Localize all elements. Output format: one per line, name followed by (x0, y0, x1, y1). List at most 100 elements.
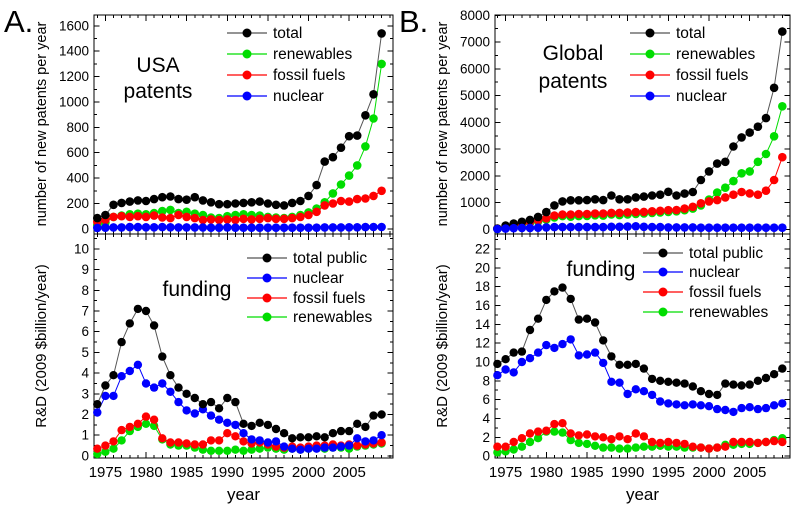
data-point (166, 223, 175, 232)
data-point (566, 435, 575, 445)
data-point (133, 419, 143, 428)
data-point (344, 131, 354, 141)
annotation-line: patents (539, 70, 608, 93)
x-tick-label: 1985 (570, 464, 603, 481)
data-point (525, 215, 535, 225)
panel-global-patents: 0 1000 2000 3000 4000 5000 6000 7000 8000 number … (435, 8, 791, 237)
data-point (344, 223, 354, 232)
y-tick-labels: 0 200 400 600 800 1000 1200 1400 1600 (59, 18, 89, 236)
data-point (631, 385, 640, 394)
data-point (664, 223, 673, 232)
data-point (566, 335, 575, 344)
data-point (550, 343, 559, 353)
series-fossil-fuels (93, 186, 386, 227)
data-point (680, 379, 689, 388)
data-point (174, 223, 183, 232)
data-point (312, 180, 321, 190)
legend-marker (242, 91, 252, 101)
data-point (647, 374, 657, 384)
data-point (223, 446, 232, 455)
data-point (255, 436, 264, 445)
data-point (761, 113, 771, 123)
x-tick-label: 2000 (692, 464, 725, 481)
data-point (101, 391, 110, 401)
data-point (304, 191, 313, 201)
y-tick-label: 2000 (460, 168, 490, 183)
data-point (664, 377, 673, 386)
data-point (255, 214, 264, 224)
data-point (737, 133, 746, 142)
data-point (542, 207, 551, 217)
data-point (631, 193, 641, 202)
data-point (344, 426, 354, 436)
data-point (304, 210, 313, 220)
data-point (737, 437, 746, 447)
series-line (96, 308, 382, 439)
data-point (174, 210, 183, 220)
data-point (664, 205, 673, 215)
legend-label: fossil fuels (273, 67, 346, 84)
y-tick-label: 2 (482, 430, 490, 445)
x-tick-label: 1975 (89, 464, 122, 481)
data-point (182, 212, 191, 222)
y-tick-labels: 0 2 4 6 8 10 12 14 16 18 20 22 (475, 242, 491, 464)
data-point (239, 223, 248, 232)
y-tick-label: 1400 (59, 44, 89, 59)
legend-label: renewables (676, 46, 756, 63)
data-point (582, 430, 592, 439)
data-point (369, 191, 378, 201)
axis-ticks (94, 234, 393, 458)
data-point (501, 355, 510, 364)
data-point (753, 122, 763, 131)
data-point (753, 376, 763, 385)
data-point (271, 214, 281, 224)
data-point (656, 376, 665, 385)
data-point (769, 175, 779, 185)
data-point (607, 443, 616, 452)
data-point (361, 422, 370, 432)
data-point (93, 408, 102, 417)
y-tick-label: 1000 (460, 195, 490, 210)
data-point (198, 215, 208, 225)
data-point (729, 380, 738, 389)
data-point (239, 419, 248, 428)
annotation-line: USA (136, 54, 179, 77)
legend-entry-nuclear: nuclear (630, 88, 727, 105)
data-point (639, 364, 649, 373)
data-point (542, 340, 551, 350)
data-point (493, 224, 502, 234)
data-point (223, 429, 232, 438)
data-point (558, 419, 567, 428)
data-point (158, 222, 167, 232)
data-point (778, 399, 787, 408)
data-point (239, 446, 248, 455)
data-point (672, 205, 681, 215)
data-point (214, 404, 224, 413)
data-point (647, 437, 657, 447)
y-tick-label: 200 (66, 196, 89, 211)
data-point (361, 437, 370, 446)
data-point (598, 222, 608, 232)
data-point (647, 222, 657, 232)
data-point (623, 360, 632, 369)
data-point (125, 222, 135, 232)
data-point (696, 387, 706, 396)
data-point (704, 402, 714, 411)
y-tick-label: 9 (81, 262, 89, 277)
legend-label: fossil fuels (293, 290, 366, 307)
data-point (369, 411, 378, 420)
data-point (615, 222, 624, 232)
data-point (680, 204, 689, 213)
data-point (231, 223, 240, 232)
data-point (344, 197, 354, 206)
data-point (328, 199, 338, 208)
data-point (566, 196, 575, 205)
y-tick-label: 2 (81, 407, 89, 422)
y-tick-label: 0 (81, 448, 89, 463)
x-tick-label: 1995 (652, 464, 685, 481)
data-point (704, 223, 714, 232)
data-point (117, 198, 126, 208)
data-point (533, 434, 543, 443)
legend-entry-fossil-fuels: fossil fuels (247, 290, 366, 307)
data-point (149, 415, 159, 424)
